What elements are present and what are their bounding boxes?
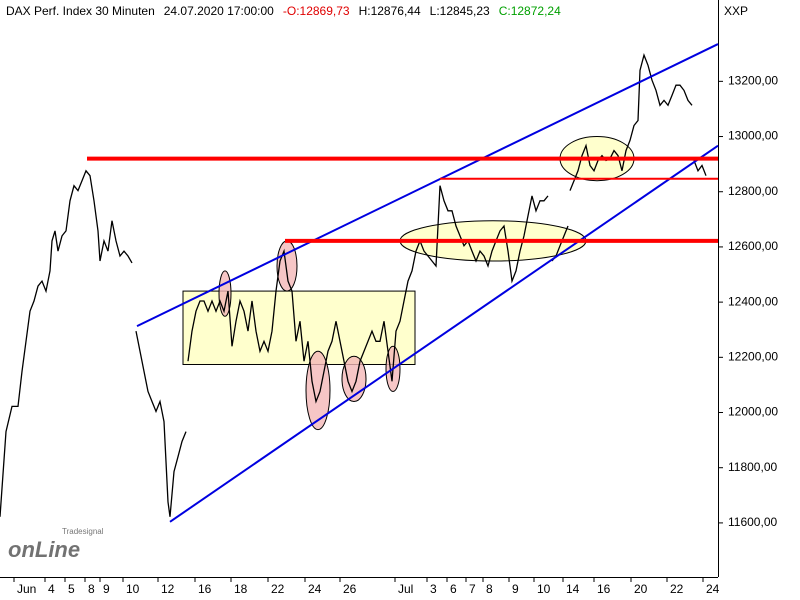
- x-tick-label: 12: [161, 582, 175, 596]
- price-line: [0, 53, 707, 517]
- header-item: H:12876,44: [359, 4, 421, 18]
- x-tick-label: 5: [68, 582, 75, 596]
- y-tick-label: 12800,00: [728, 184, 778, 198]
- x-tick-label: 8: [88, 582, 95, 596]
- x-tick-label: 24: [308, 582, 322, 596]
- header-item: DAX Perf. Index 30 Minuten: [6, 4, 155, 18]
- annotation-ellipse: [276, 240, 298, 292]
- symbol: XXP: [724, 4, 748, 18]
- x-tick-label: 8: [486, 582, 493, 596]
- x-tick-label: 16: [198, 582, 212, 596]
- x-tick-label: 22: [670, 582, 684, 596]
- y-tick-label: 11600,00: [728, 515, 777, 529]
- y-tick-label: 13200,00: [728, 74, 778, 88]
- x-tick-label: 3: [430, 582, 437, 596]
- x-tick-label: 24: [706, 582, 720, 596]
- watermark-logo: onLine: [8, 537, 80, 562]
- x-tick-label: 9: [103, 582, 110, 596]
- watermark-brand: Tradesignal: [62, 527, 104, 536]
- x-tick-label: 9: [512, 582, 519, 596]
- chart-header: DAX Perf. Index 30 Minuten 24.07.2020 17:…: [6, 4, 561, 18]
- y-tick-label: 12200,00: [728, 349, 778, 363]
- y-tick-label: 12600,00: [728, 239, 778, 253]
- header-item: 24.07.2020 17:00:00: [164, 4, 274, 18]
- y-tick-label: 12000,00: [728, 405, 778, 419]
- x-tick-label: 7: [469, 582, 476, 596]
- y-tick-label: 12400,00: [728, 294, 778, 308]
- annotation-line: [169, 144, 719, 523]
- header-item: -O:12869,73: [283, 4, 350, 18]
- x-tick-label: 4: [48, 582, 55, 596]
- y-tick-label: 13000,00: [728, 129, 778, 143]
- x-tick-label: Jul: [398, 582, 413, 596]
- x-tick-label: 10: [126, 582, 140, 596]
- header-item: C:12872,24: [499, 4, 561, 18]
- x-tick-label: 26: [343, 582, 357, 596]
- x-tick-label: 14: [566, 582, 580, 596]
- x-tick-label: 18: [234, 582, 248, 596]
- x-tick-label: 22: [271, 582, 285, 596]
- x-tick-label: 10: [537, 582, 551, 596]
- x-tick-label: 20: [634, 582, 648, 596]
- annotation-ellipse: [341, 355, 367, 402]
- header-item: L:12845,23: [430, 4, 490, 18]
- watermark: Tradesignal onLine: [8, 527, 104, 562]
- x-tick-label: 6: [450, 582, 457, 596]
- x-tick-label: Jun: [17, 582, 36, 596]
- annotation-line: [136, 43, 719, 328]
- y-tick-label: 11800,00: [728, 460, 777, 474]
- x-tick-label: 16: [597, 582, 611, 596]
